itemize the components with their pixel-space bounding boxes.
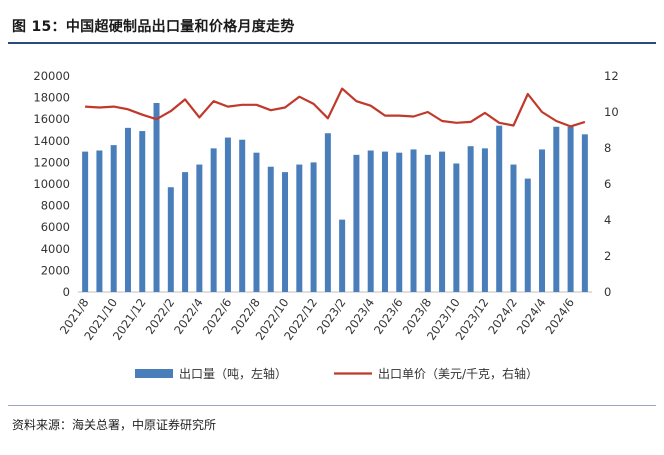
y-left-tick-label: 14000 [33,134,70,148]
y-right-tick-label: 0 [604,285,611,299]
y-left-tick-label: 6000 [41,220,70,234]
y-left-tick-label: 8000 [41,199,70,213]
bar-export-volume [124,127,131,292]
legend-label-line: 出口单价（美元/千克，右轴） [378,366,538,381]
bar-export-volume [424,154,431,292]
bar-export-volume [167,187,174,292]
bar-export-volume [567,126,574,292]
y-right-tick-label: 12 [604,69,619,83]
bar-export-volume [553,126,560,292]
y-left-tick-label: 18000 [33,91,70,105]
bar-export-volume [396,152,403,292]
legend-swatch-bar [135,369,173,378]
bar-export-volume [353,154,360,292]
y-left-tick-label: 10000 [33,177,70,191]
chart-area: 0 2000 4000 6000 8000 10000 12000 14000 16000 180… [8,46,656,396]
bar-export-volume [282,172,289,292]
title-rule [8,42,656,44]
bar-export-volume [82,151,89,292]
bar-export-volume [339,219,346,292]
legend-label-bar: 出口量（吨，左轴） [179,366,287,381]
y-right-tick-label: 8 [604,141,611,155]
bar-export-volume [210,148,217,292]
bar-export-volume [110,145,117,292]
y-right-tick-label: 10 [604,105,619,119]
bar-export-volume [524,178,531,292]
bar-export-volume [496,125,503,293]
y-left-tick-label: 2000 [41,263,70,277]
x-tick-label: 2022/6 [200,296,235,337]
x-tick-label: 2022/2 [143,296,178,337]
bar-export-volume [410,149,417,292]
combo-chart: 0 2000 4000 6000 8000 10000 12000 14000 16000 180… [33,69,619,381]
y-left-tick-label: 12000 [33,155,70,169]
y-left-tick-label: 16000 [33,112,70,126]
figure-title: 图 15：中国超硬制品出口量和价格月度走势 [12,19,295,35]
y-left-tick-label: 4000 [41,242,70,256]
bar-export-volume [310,162,317,292]
y-right-tick-label: 6 [604,177,611,191]
y-left-tick-label: 20000 [33,69,70,83]
bar-export-volume [367,150,374,292]
bar-export-volume [96,150,103,292]
bar-export-volume [381,151,388,292]
x-tick-label: 2023/4 [342,296,377,337]
y-right-tick-label: 2 [604,249,611,263]
figure-title-bar: 图 15：中国超硬制品出口量和价格月度走势 [0,14,664,44]
bar-export-volume [296,164,303,292]
source-rule [8,405,656,406]
x-tick-label: 2024/6 [542,296,577,337]
bar-export-volume [539,149,546,292]
bar-export-volume [481,148,488,292]
bar-export-volume [267,166,274,292]
bar-export-volume [253,152,260,292]
bar-export-volume [453,163,460,292]
bar-export-volume [196,164,203,292]
bar-export-volume [182,172,189,292]
bar-export-volume [439,151,446,292]
bar-export-volume [510,164,517,292]
y-right-tick-label: 4 [604,213,611,227]
line-unit-price [85,87,586,128]
bar-export-volume [153,103,160,292]
bar-export-volume [324,133,331,292]
bar-export-volume [239,139,246,292]
y-left-tick-label: 0 [63,285,70,299]
bar-export-volume [467,146,474,292]
bar-export-volume [224,137,231,292]
source-note: 资料来源：海关总署，中原证券研究所 [12,418,217,432]
bar-export-volume [581,134,588,292]
bar-export-volume [139,131,146,292]
